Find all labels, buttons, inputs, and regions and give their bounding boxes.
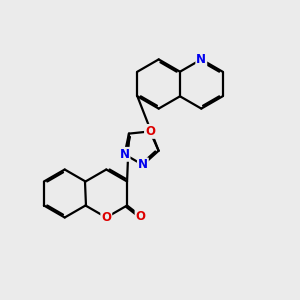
Text: O: O <box>136 209 146 223</box>
Text: O: O <box>101 211 111 224</box>
Text: N: N <box>196 53 206 66</box>
Text: N: N <box>138 158 148 171</box>
Text: N: N <box>120 148 130 161</box>
Text: O: O <box>145 125 155 138</box>
